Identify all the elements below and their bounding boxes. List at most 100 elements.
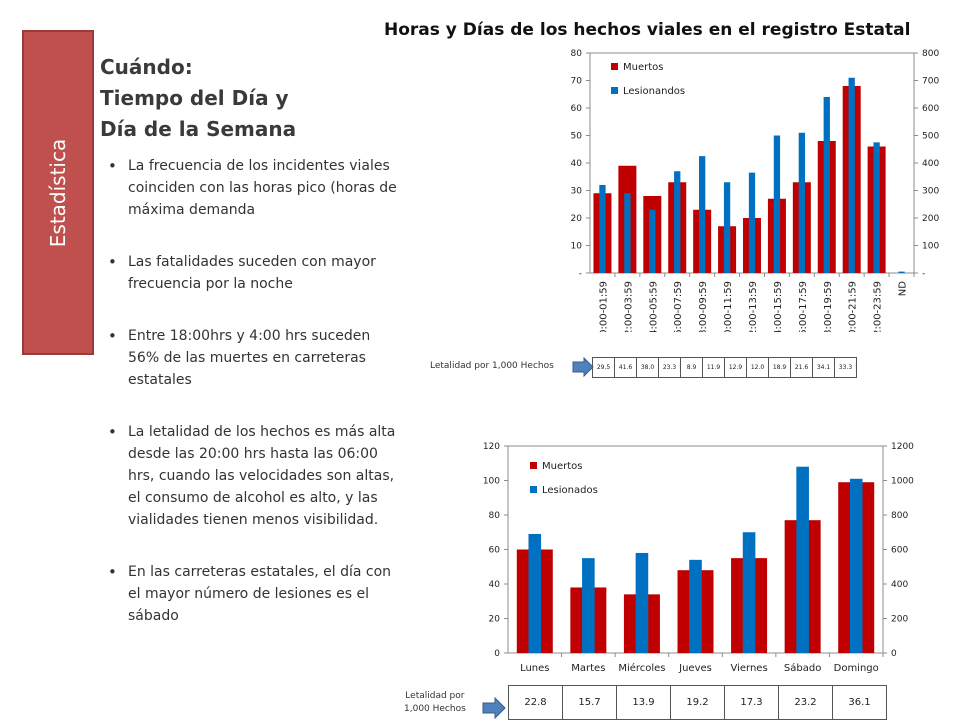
letalidad-cell: 19.2 [670, 685, 725, 720]
hours-chart: - 10 20 30 40 50 60 70 80 - 100 200 300 400 500 600 700 8… [540, 42, 950, 332]
bar-lesionados [699, 156, 706, 273]
arrow-right-icon [572, 357, 594, 377]
y-left-tick-label: 40 [489, 580, 501, 590]
bar-lesionados [898, 271, 905, 273]
letalidad-cell: 38.0 [636, 357, 659, 378]
letalidad-cell: 11.9 [702, 357, 725, 378]
bar-lesionados [848, 77, 855, 273]
letalidad-cell: 12.0 [746, 357, 769, 378]
legend-swatch [530, 486, 537, 493]
chart-legend: Muertos Lesionados [530, 461, 598, 496]
letalidad-cell: 36.1 [832, 685, 887, 720]
heading-line-2: Tiempo del Día y [100, 86, 289, 110]
x-category-label: 08:00-09:59 [698, 281, 709, 332]
letalidad-table-days: 22.8 15.7 13.9 19.2 17.3 23.2 36.1 [508, 685, 887, 720]
x-category-label: Lunes [520, 663, 549, 674]
bar-lesionados [748, 172, 756, 273]
y-left-tick-label: 100 [483, 477, 500, 487]
bullet-item: Entre 18:00hrs y 4:00 hrs suceden 56% de… [108, 325, 400, 391]
letalidad-label-hours: Letalidad por 1,000 Hechos [430, 361, 554, 371]
y-left-tick-label: 20 [489, 615, 501, 625]
y-right-tick-label: 600 [891, 546, 908, 556]
heading-line-3: Día de la Semana [100, 117, 297, 141]
letalidad-cell: 15.7 [562, 685, 617, 720]
bullet-item: Las fatalidades suceden con mayor frecue… [108, 251, 400, 295]
bar-lesionados [528, 533, 542, 653]
heading-line-1: Cuándo: [100, 55, 193, 79]
letalidad-cell: 21.6 [790, 357, 813, 378]
x-category-label: 10:00-11:59 [723, 281, 734, 332]
bar-lesionados [674, 171, 681, 273]
y-right-tick-label: 1200 [891, 442, 914, 452]
letalidad-cell: 23.3 [658, 357, 681, 378]
days-chart: 0 20 40 60 80 100 120 0 200 400 600 800 1000 1200 Lune… [468, 438, 948, 678]
y-right-tick-label: 600 [922, 104, 939, 114]
bar-lesionados [649, 209, 656, 273]
x-category-label: Viernes [730, 663, 767, 674]
hours-chart-svg: - 10 20 30 40 50 60 70 80 - 100 200 300 400 500 600 700 8… [571, 49, 940, 332]
side-tab: Estadística [22, 30, 94, 355]
arrow-right-icon [482, 697, 506, 719]
days-chart-svg: 020406080100120020040060080010001200Lune… [483, 442, 914, 674]
bar-lesionados [773, 135, 781, 273]
bar-lesionados [599, 185, 606, 273]
y-right-tick-label: 100 [922, 242, 939, 252]
x-category-label: Domingo [834, 663, 879, 674]
bar-lesionados [582, 558, 595, 653]
bar-lesionados [873, 142, 880, 273]
y-left-tick-label: 30 [571, 187, 583, 197]
bar-lesionados [823, 97, 830, 273]
y-right-tick-label: 300 [922, 187, 939, 197]
bullet-item: En las carreteras estatales, el día con … [108, 561, 400, 627]
section-heading: Cuándo: Tiempo del Día y Día de la Seman… [100, 52, 296, 145]
letalidad-cell: 41.6 [614, 357, 637, 378]
x-category-label: 06:00-07:59 [673, 281, 684, 332]
y-left-tick-label: 80 [489, 511, 501, 521]
y-right-tick-label: 500 [922, 132, 939, 142]
legend-label: Muertos [623, 62, 663, 73]
x-category-label: 22:00-23:59 [873, 281, 884, 332]
bar-lesionados [635, 552, 649, 653]
letalidad-cell: 23.2 [778, 685, 833, 720]
letalidad-cell: 29.5 [592, 357, 615, 378]
y-left-tick-label: 10 [571, 242, 583, 252]
y-right-tick-label: 800 [922, 49, 939, 59]
letalidad-label-days-line-2: 1,000 Hechos [404, 704, 466, 714]
letalidad-label-days: Letalidad por 1,000 Hechos [404, 690, 466, 716]
y-right-tick-label: 800 [891, 511, 908, 521]
legend-swatch [611, 63, 618, 70]
letalidad-cell: 33.3 [834, 357, 857, 378]
y-right-tick-label: - [922, 269, 925, 279]
legend-label: Lesionandos [623, 86, 685, 97]
letalidad-cell: 17.3 [724, 685, 779, 720]
x-category-label: 02:00-03:59 [623, 281, 634, 332]
letalidad-cell: 12.9 [724, 357, 747, 378]
bar-lesionados [849, 478, 863, 653]
slide-title: Horas y Días de los hechos viales en el … [384, 20, 911, 40]
chart-legend: Muertos Lesionandos [611, 62, 685, 97]
x-category-label: 00:00-01:59 [598, 281, 609, 332]
letalidad-cell: 8.9 [680, 357, 703, 378]
y-right-tick-label: 0 [891, 649, 897, 659]
legend-label: Muertos [542, 461, 582, 472]
letalidad-cell: 13.9 [616, 685, 671, 720]
y-left-tick-label: 40 [571, 159, 583, 169]
y-right-tick-label: 1000 [891, 477, 914, 487]
bar-lesionados [723, 182, 731, 273]
letalidad-cell: 34.1 [812, 357, 835, 378]
bullet-list: La frecuencia de los incidentes viales c… [108, 155, 400, 627]
letalidad-table-hours: 29.5 41.6 38.0 23.3 8.9 11.9 12.9 12.0 18.9 21.6 3… [592, 357, 857, 378]
x-category-label: 18:00-19:59 [823, 281, 834, 332]
y-right-tick-label: 200 [922, 214, 939, 224]
bullet-item: La frecuencia de los incidentes viales c… [108, 155, 400, 221]
bar-lesionados [689, 559, 702, 653]
y-left-tick-label: 20 [571, 214, 583, 224]
legend-swatch [530, 462, 537, 469]
y-right-tick-label: 400 [891, 580, 908, 590]
x-category-label: Jueves [678, 663, 712, 674]
bar-lesionados [624, 193, 631, 273]
letalidad-cell: 22.8 [508, 685, 563, 720]
x-category-label: 12:00-13:59 [748, 281, 759, 332]
x-category-label: 16:00-17:59 [798, 281, 809, 332]
side-tab-label: Estadística [46, 138, 70, 247]
